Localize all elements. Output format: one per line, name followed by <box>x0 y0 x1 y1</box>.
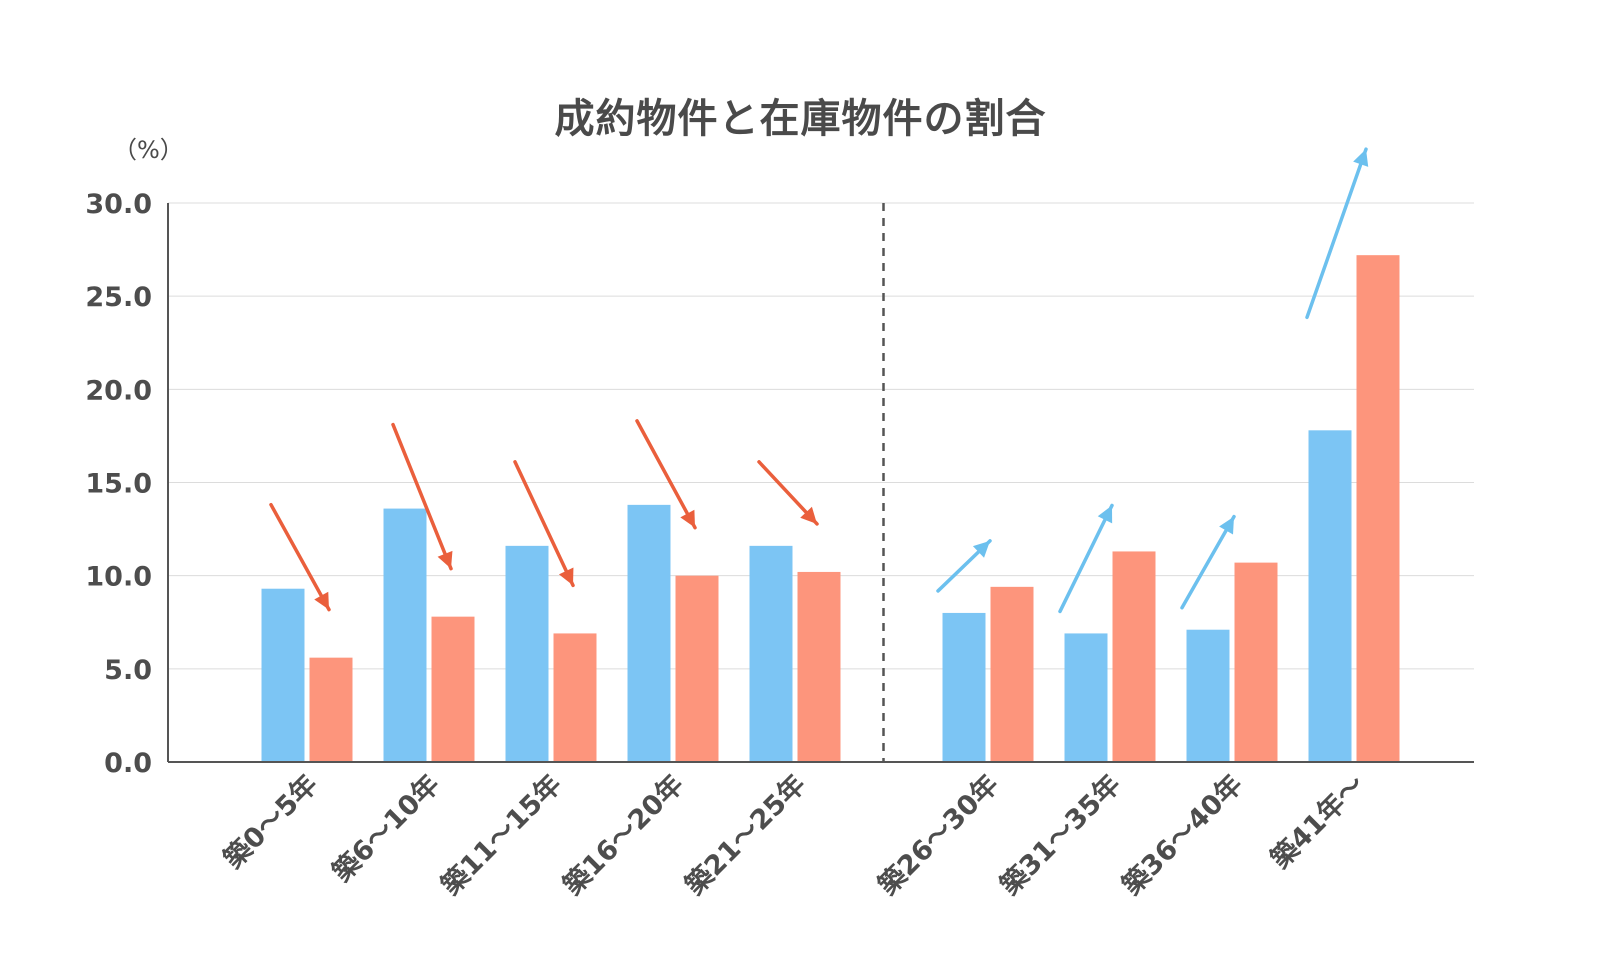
bar-series2 <box>309 657 353 762</box>
x-tick-label: 築26～30年 <box>871 768 1005 902</box>
bar-series2 <box>431 616 475 762</box>
trend-arrow-head-down <box>314 591 329 610</box>
trend-arrow-head-down <box>800 506 817 524</box>
bar-series2 <box>1234 562 1278 762</box>
bar-series1 <box>383 508 427 762</box>
trend-arrow-down <box>269 502 331 612</box>
trend-arrow-down <box>635 419 697 530</box>
bar-series2 <box>797 571 841 762</box>
trend-arrow-head-down <box>437 550 453 569</box>
x-tick-label: 築16～20年 <box>556 768 690 902</box>
x-tick-label: 築0～5年 <box>217 768 324 875</box>
bar-series1 <box>1308 430 1352 762</box>
bar-series1 <box>627 504 671 762</box>
trend-arrow-head-up <box>1097 505 1113 524</box>
trend-arrow-up <box>1058 503 1114 614</box>
bar-series2 <box>1112 551 1156 762</box>
trend-arrow-down <box>391 422 453 571</box>
trend-arrow-down <box>513 460 575 588</box>
y-tick-label: 15.0 <box>85 469 152 500</box>
bar-series2 <box>553 633 597 762</box>
bar-series1 <box>505 545 549 762</box>
bar-series1 <box>942 612 986 762</box>
trend-arrow-head-up <box>972 540 990 558</box>
trend-arrow-head-down <box>680 509 695 528</box>
bar-series2 <box>990 586 1034 762</box>
y-tick-label: 30.0 <box>85 189 152 220</box>
bar-series1 <box>749 545 793 762</box>
bar-series2 <box>1356 255 1400 762</box>
trend-arrow-head-up <box>1353 149 1369 167</box>
trend-arrow-head-up <box>1219 516 1234 535</box>
x-tick-label: 築36～40年 <box>1115 768 1249 902</box>
y-tick-label: 10.0 <box>85 562 152 593</box>
x-tick-label: 築6～10年 <box>325 768 445 888</box>
bar-series2 <box>675 575 719 762</box>
y-tick-label: 20.0 <box>85 375 152 406</box>
trend-arrow-head-down <box>558 567 574 586</box>
chart-title: 成約物件と在庫物件の割合 <box>554 96 1047 142</box>
y-tick-label: 0.0 <box>104 748 152 779</box>
x-tick-label: 築41年～ <box>1264 768 1371 875</box>
x-tick-label: 築31～35年 <box>993 768 1127 902</box>
x-tick-label: 築21～25年 <box>678 768 812 902</box>
trend-arrow-up <box>1305 147 1368 320</box>
y-axis-unit-label: （%） <box>113 136 184 164</box>
bar-series1 <box>1186 629 1230 762</box>
bar-series1 <box>261 588 305 762</box>
x-tick-label: 築11～15年 <box>434 768 568 902</box>
y-tick-label: 5.0 <box>104 655 152 686</box>
y-tick-label: 25.0 <box>85 282 152 313</box>
trend-arrow-up <box>1180 514 1236 610</box>
bar-series1 <box>1064 633 1108 762</box>
